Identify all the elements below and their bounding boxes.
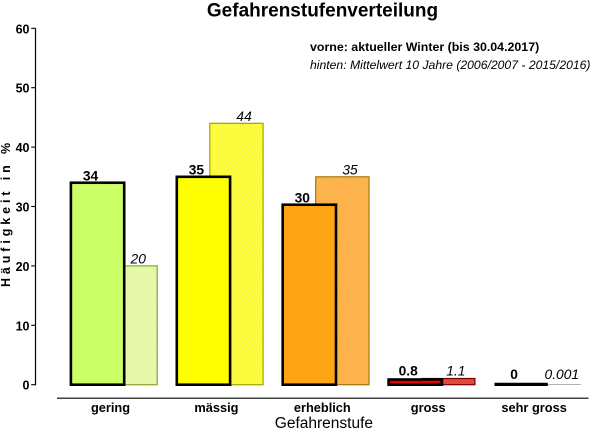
svg-text:hinten: Mittelwert 10 Jahre (2: hinten: Mittelwert 10 Jahre (2006/2007 -… — [310, 58, 591, 72]
svg-text:vorne: aktueller Winter (bis 3: vorne: aktueller Winter (bis 30.04.2017) — [310, 40, 539, 54]
svg-text:0: 0 — [510, 367, 518, 382]
svg-text:erheblich: erheblich — [294, 400, 351, 415]
svg-text:34: 34 — [83, 169, 99, 184]
svg-text:44: 44 — [236, 109, 252, 124]
svg-text:40: 40 — [16, 141, 30, 155]
svg-text:30: 30 — [295, 191, 311, 206]
svg-text:Gefahrenstufenverteilung: Gefahrenstufenverteilung — [207, 1, 438, 22]
svg-text:50: 50 — [16, 82, 30, 96]
svg-text:60: 60 — [16, 22, 30, 36]
svg-text:20: 20 — [130, 252, 147, 267]
svg-text:gering: gering — [91, 400, 130, 415]
svg-text:20: 20 — [16, 260, 30, 274]
svg-text:0.001: 0.001 — [545, 367, 580, 382]
svg-text:Gefahrenstufe: Gefahrenstufe — [275, 415, 373, 432]
svg-text:mässig: mässig — [194, 400, 238, 415]
svg-text:sehr gross: sehr gross — [501, 400, 566, 415]
svg-text:Häufigkeit in %: Häufigkeit in % — [0, 139, 13, 287]
svg-text:30: 30 — [16, 201, 30, 215]
svg-text:35: 35 — [342, 163, 358, 178]
svg-text:10: 10 — [16, 319, 30, 333]
svg-text:0.8: 0.8 — [399, 364, 419, 379]
svg-text:1.1: 1.1 — [446, 364, 465, 379]
svg-text:35: 35 — [189, 163, 205, 178]
svg-text:0: 0 — [23, 379, 30, 393]
svg-text:gross: gross — [411, 400, 446, 415]
